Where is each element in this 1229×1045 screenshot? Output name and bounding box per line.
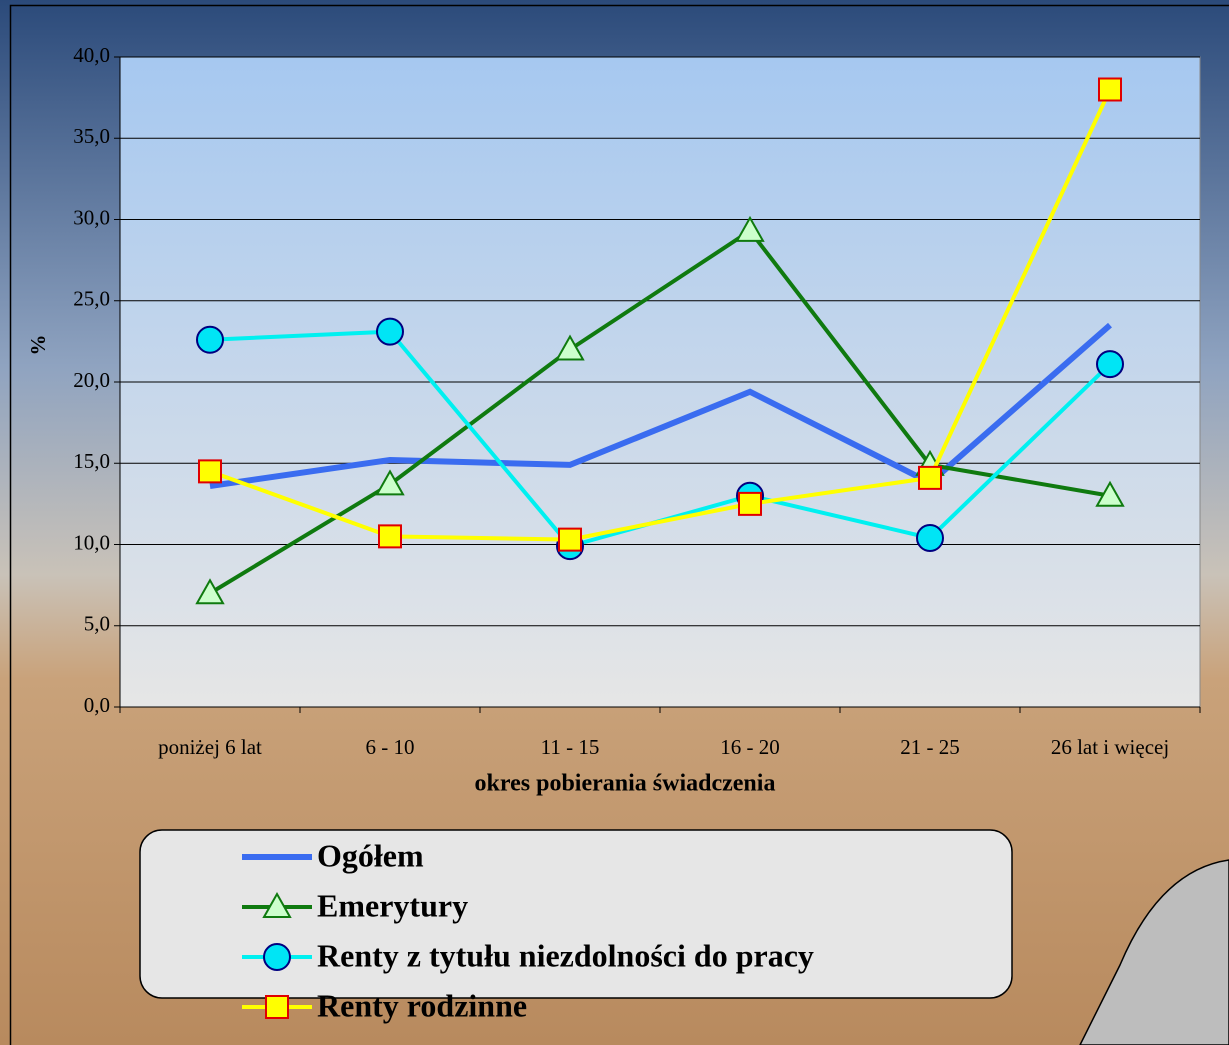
legend-marker	[265, 995, 289, 1019]
point	[918, 465, 942, 490]
y-tick-label: 35,0	[73, 124, 110, 148]
x-tick-label: poniżej 6 lat	[158, 735, 262, 759]
legend-marker	[263, 943, 291, 971]
x-tick-label: 26 lat i więcej	[1051, 735, 1169, 759]
point	[1098, 77, 1122, 102]
point	[375, 469, 405, 496]
y-tick-label: 5,0	[84, 612, 110, 636]
y-tick-label: 15,0	[73, 449, 110, 473]
point	[916, 524, 944, 552]
point	[378, 524, 402, 549]
series-line	[209, 88, 1112, 542]
frame	[9, 4, 1229, 1045]
series-line	[209, 322, 1112, 489]
legend	[139, 829, 1013, 999]
point	[198, 459, 222, 484]
point	[1095, 480, 1125, 507]
y-tick-label: 20,0	[73, 368, 110, 392]
y-tick-label: 40,0	[73, 43, 110, 67]
y-tick-label: 10,0	[73, 530, 110, 554]
point	[738, 491, 762, 516]
point	[735, 215, 765, 242]
legend-label: Ogółem	[317, 837, 424, 873]
x-axis-label: okres pobierania świadczenia	[475, 771, 776, 797]
x-tick-label: 6 - 10	[366, 735, 415, 759]
legend-label: Renty rodzinne	[317, 987, 527, 1023]
legend-label: Renty z tytułu niezdolności do pracy	[317, 937, 814, 973]
point	[196, 325, 224, 354]
x-tick-label: 11 - 15	[541, 735, 600, 759]
legend-label: Emerytury	[317, 887, 468, 923]
y-tick-label: 25,0	[73, 287, 110, 311]
point	[555, 334, 585, 361]
y-axis-label: %	[26, 335, 50, 356]
point	[195, 578, 225, 605]
point	[558, 527, 582, 552]
series-line	[208, 228, 1111, 595]
x-tick-label: 21 - 25	[900, 735, 960, 759]
y-tick-label: 0,0	[84, 693, 110, 717]
point	[1096, 350, 1124, 379]
point	[376, 317, 404, 346]
x-tick-label: 16 - 20	[720, 735, 780, 759]
legend-marker	[262, 891, 292, 918]
y-tick-label: 30,0	[73, 205, 110, 229]
